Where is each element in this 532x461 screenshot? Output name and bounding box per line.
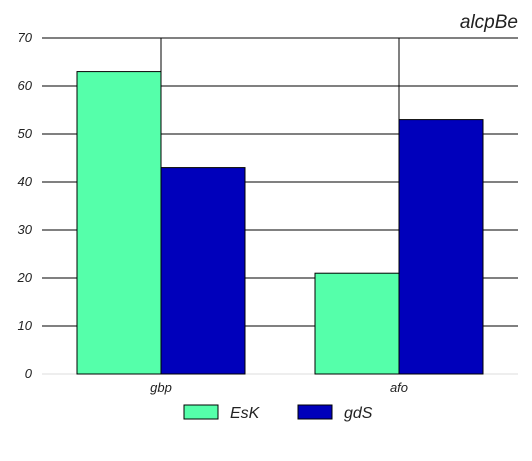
bar-gdS-gbp (160, 167, 246, 375)
x-tick-label: afo (390, 380, 408, 395)
y-tick-label: 10 (18, 318, 33, 333)
y-tick-label: 50 (18, 126, 33, 141)
y-tick-label: 40 (18, 174, 33, 189)
legend-label: EsK (230, 405, 261, 422)
y-tick-label: 30 (18, 222, 33, 237)
bar-EsK-gbp (76, 71, 162, 375)
bars (76, 71, 484, 375)
bar-EsK-afo (314, 272, 400, 375)
y-tick-label: 60 (18, 78, 33, 93)
x-axis-tick-labels: gbp afo (150, 380, 408, 395)
y-tick-label: 70 (18, 30, 33, 45)
y-tick-label: 20 (17, 270, 33, 285)
legend-swatch-EsK (183, 404, 219, 420)
x-tick-label: gbp (150, 380, 172, 395)
legend-label: gdS (344, 405, 373, 422)
bar-gdS-afo (398, 119, 484, 375)
y-axis-tick-labels: 0 10 20 30 40 50 60 70 (17, 30, 33, 381)
y-tick-label: 0 (25, 366, 33, 381)
legend: EsK gdS (183, 404, 373, 422)
chart-title: alcpBe (460, 12, 518, 33)
legend-swatch-gdS (297, 404, 333, 420)
